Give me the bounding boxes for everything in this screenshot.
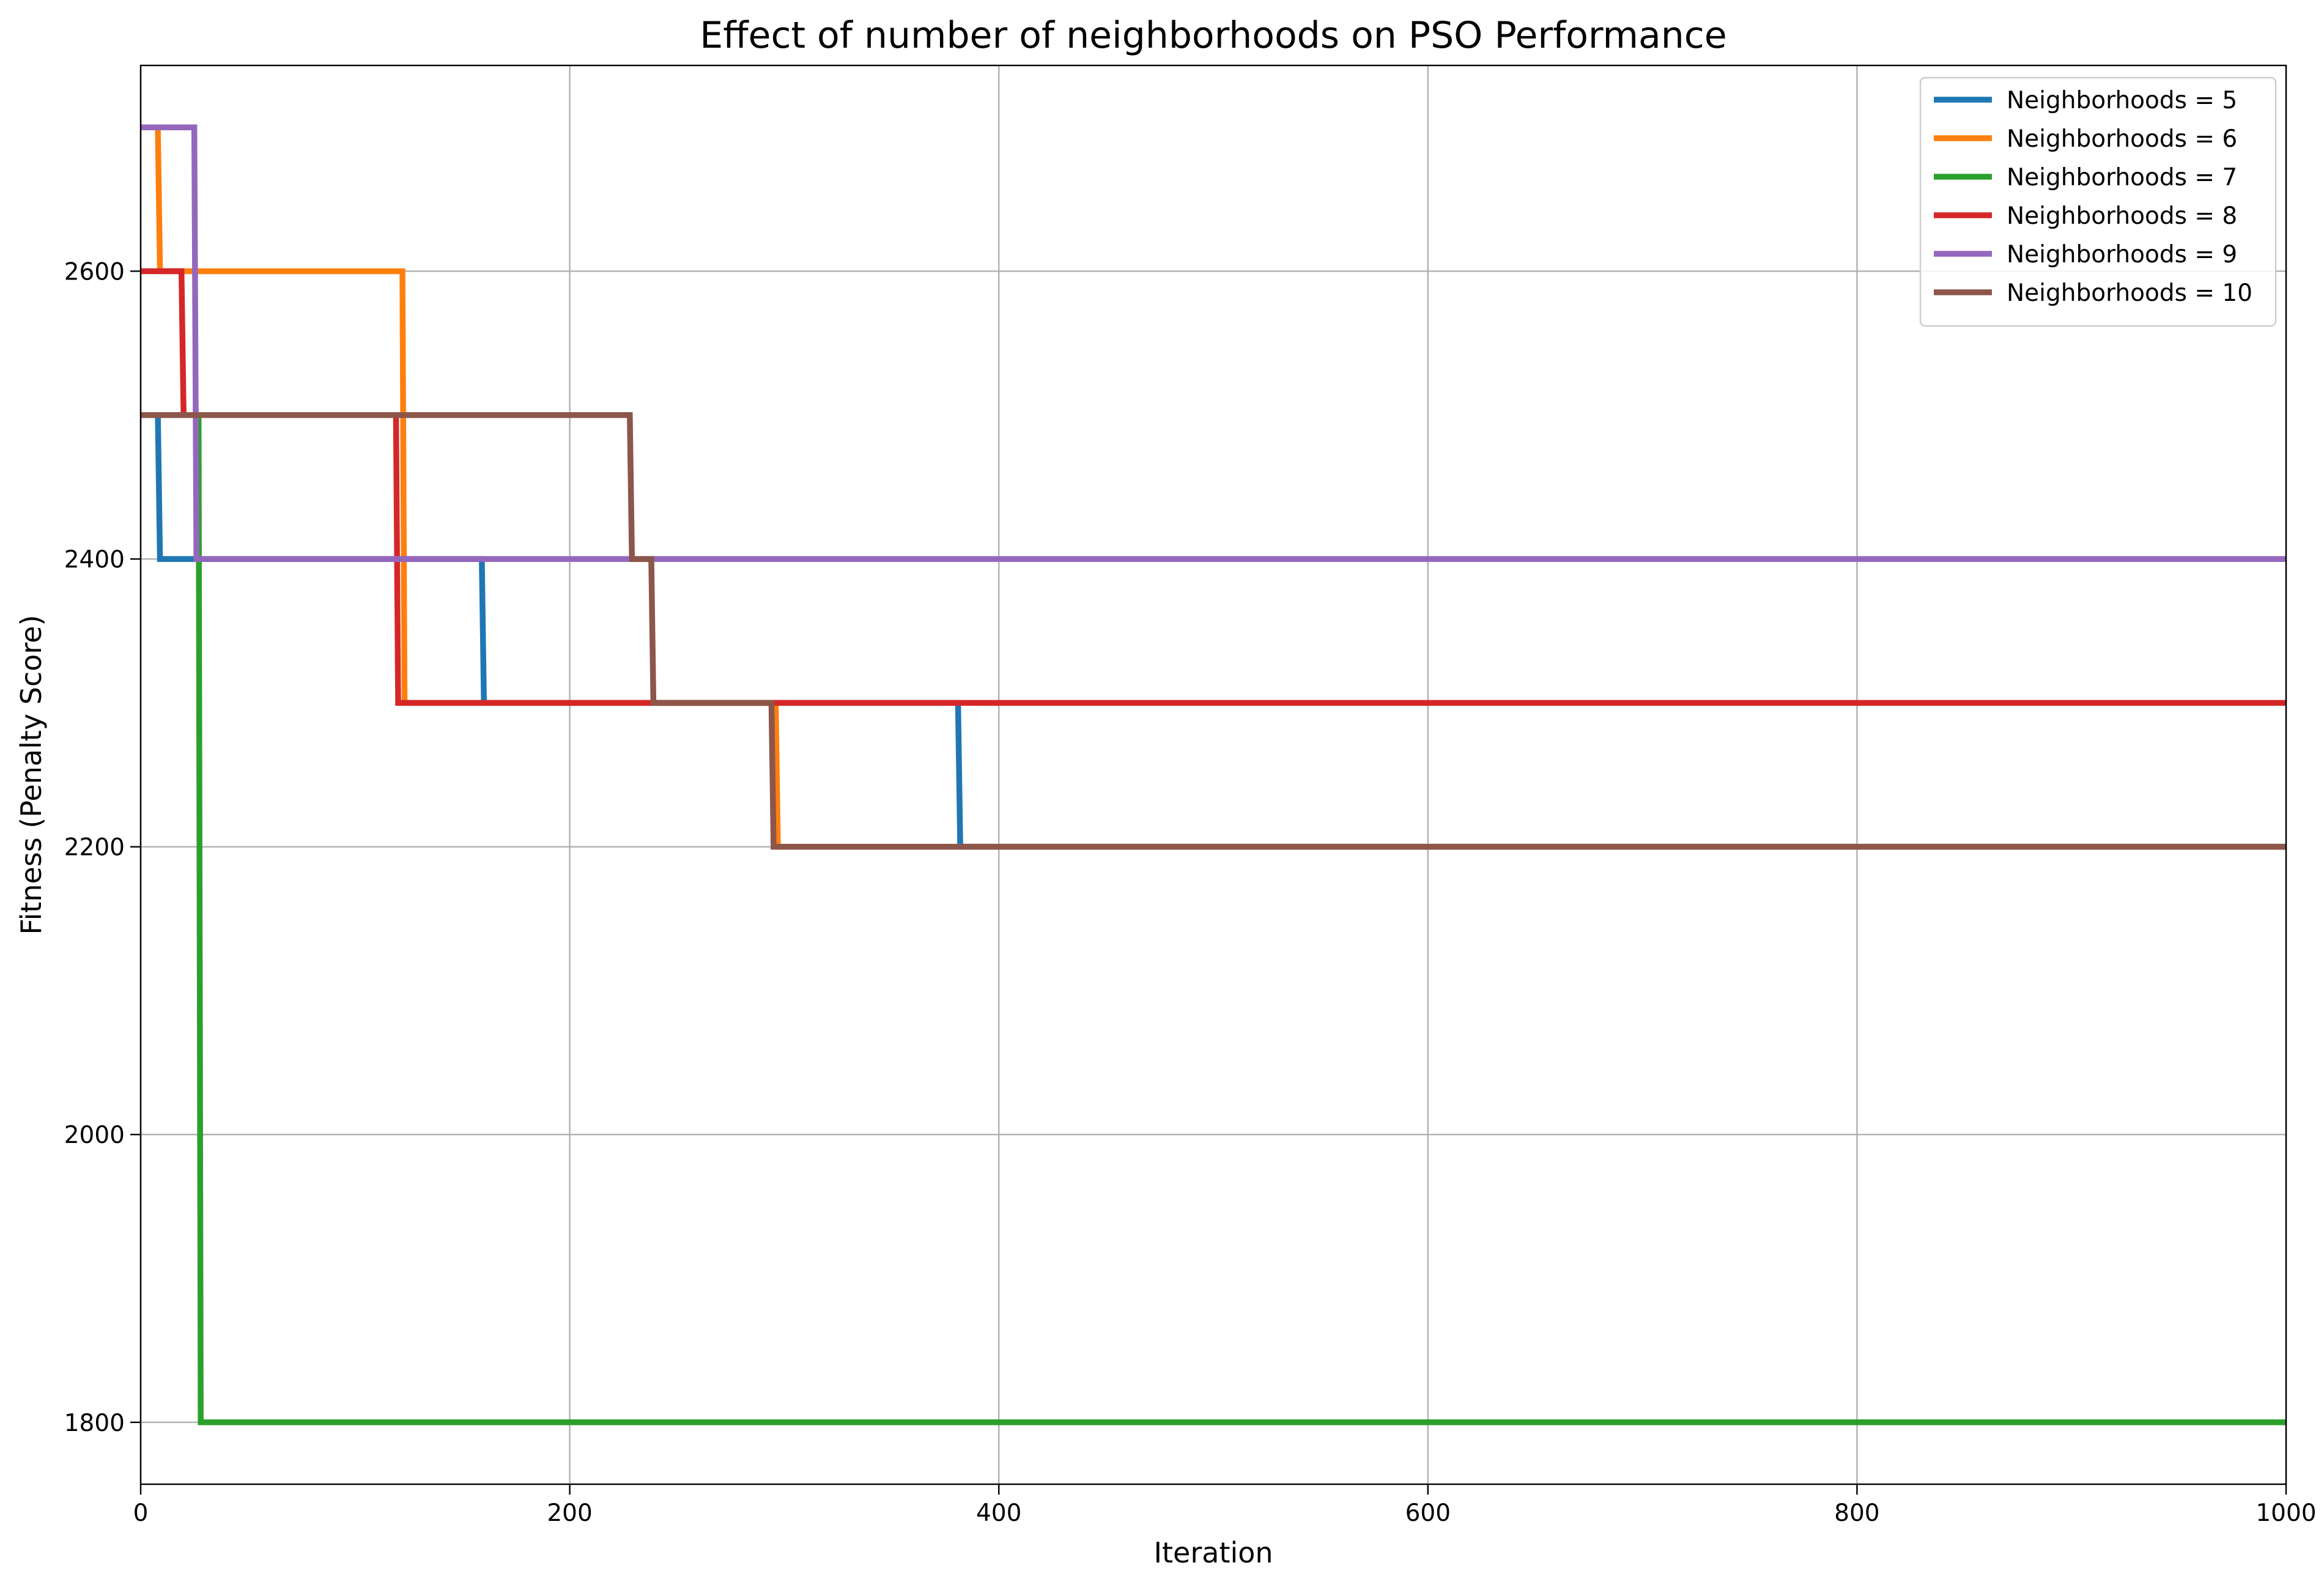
legend-label: Neighborhoods = 9: [2007, 241, 2237, 268]
series-line-2: [141, 124, 2286, 850]
series-line-5: [141, 124, 2286, 562]
y-axis-label: Fitness (Penalty Score): [15, 615, 48, 934]
chart-title: Effect of number of neighborhoods on PSO…: [700, 14, 1726, 57]
series-line-6: [141, 412, 2286, 850]
series-line-4: [141, 268, 2286, 706]
legend-label: Neighborhoods = 7: [2007, 164, 2237, 191]
y-tick-label: 1800: [64, 1410, 125, 1437]
axes-frame: [139, 64, 2287, 1485]
y-tick-label: 2200: [64, 834, 125, 862]
legend-label: Neighborhoods = 8: [2007, 202, 2237, 230]
x-tick-label: 400: [976, 1499, 1021, 1527]
y-tick-label: 2000: [64, 1122, 125, 1149]
series-lines: [141, 124, 2286, 1426]
series-line-3: [141, 412, 2286, 1426]
legend-label: Neighborhoods = 10: [2007, 279, 2252, 307]
legend-label: Neighborhoods = 5: [2007, 87, 2237, 114]
x-axis-label: Iteration: [1153, 1536, 1273, 1569]
legend-box: [1919, 76, 2277, 327]
x-tick-label: 600: [1405, 1499, 1451, 1527]
y-tick-label: 2600: [64, 258, 125, 286]
x-tick-label: 800: [1834, 1499, 1879, 1527]
series-line-1: [141, 412, 2286, 850]
x-tick-label: 0: [133, 1499, 149, 1527]
x-tick-label: 1000: [2256, 1499, 2316, 1527]
legend-label: Neighborhoods = 6: [2007, 125, 2237, 153]
y-tick-label: 2400: [64, 546, 125, 574]
legend: Neighborhoods = 5 Neighborhoods = 6 Neighb…: [1919, 76, 2277, 327]
x-tick-label: 200: [547, 1499, 592, 1527]
axis-ticks: 0 200 400 600 800 1000 1800 2000 2200 2400 2600: [64, 258, 2317, 1527]
